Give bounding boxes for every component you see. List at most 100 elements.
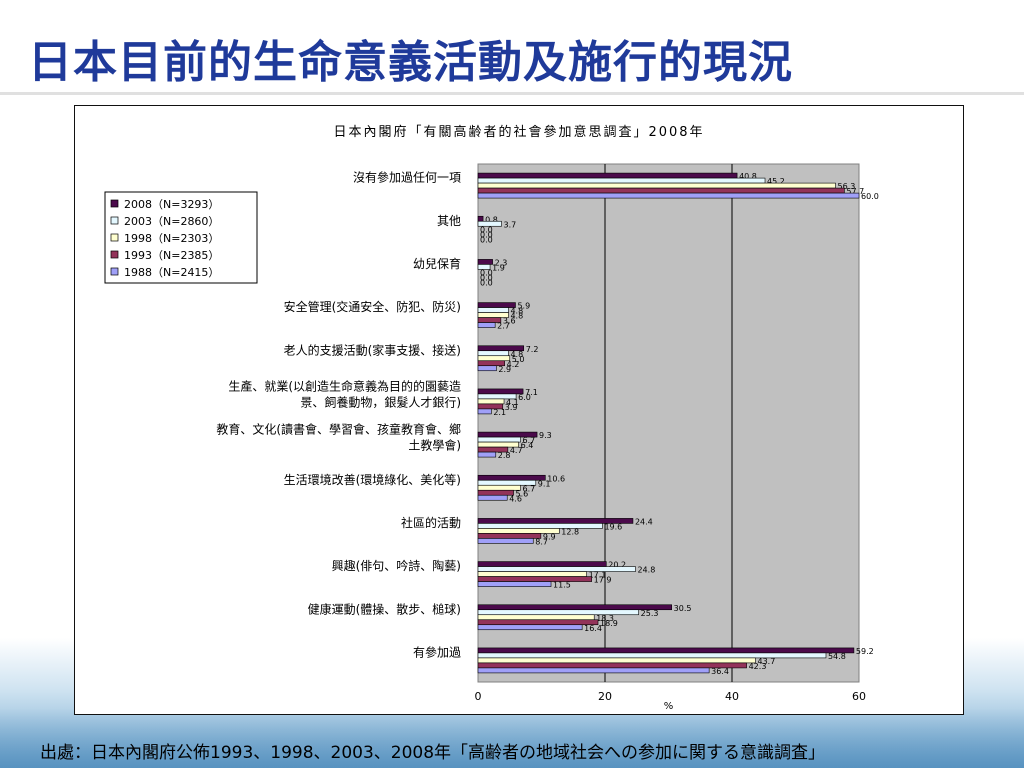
bar (477, 619, 599, 626)
data-label: 12.8 (561, 527, 579, 536)
data-label: 16.4 (584, 624, 602, 633)
data-label: 6.7 (523, 484, 536, 493)
data-label: 2.1 (493, 408, 506, 417)
chart-title: 日本內閣府「有關高齢者的社會參加意思調査」2008年 (333, 125, 705, 140)
bar (477, 494, 508, 501)
bar (477, 484, 521, 491)
data-label: 20.2 (608, 561, 626, 570)
bar (477, 662, 747, 669)
bar (477, 523, 603, 529)
legend-label: 1998（N=2303） (124, 232, 219, 245)
data-label: 36.4 (711, 667, 729, 676)
bar (477, 436, 521, 443)
category-label: 土教學會) (408, 438, 461, 453)
x-axis-label: % (664, 701, 674, 712)
plot-area (477, 163, 860, 683)
data-label: 57.7 (846, 187, 864, 196)
data-label: 9.9 (543, 532, 556, 541)
data-label: 4.8 (510, 307, 523, 316)
data-label: 25.3 (641, 609, 659, 618)
data-label: 17.9 (594, 576, 612, 585)
bar (477, 614, 595, 621)
bar (477, 264, 491, 270)
data-label: 0.0 (480, 268, 493, 277)
data-label: 6.7 (523, 436, 536, 445)
bar (477, 576, 592, 582)
x-tick-label: 0 (475, 690, 482, 703)
bar (477, 398, 505, 405)
data-label: 24.4 (635, 517, 653, 526)
data-label: 4.7 (510, 446, 523, 455)
data-label: 30.5 (674, 604, 692, 613)
bar (477, 172, 738, 179)
data-label: 59.2 (856, 647, 874, 656)
bar (477, 609, 639, 616)
data-label: 5.6 (516, 489, 529, 498)
x-tick-label: 20 (598, 690, 612, 703)
data-label: 2.8 (498, 451, 511, 460)
data-label: 19.6 (604, 522, 622, 531)
data-label: 4.8 (510, 312, 523, 321)
bar (477, 571, 587, 577)
bar (477, 350, 509, 357)
data-label: 18.9 (600, 619, 618, 628)
data-label: 2.3 (495, 258, 508, 267)
bar (477, 322, 496, 328)
data-label: 10.6 (547, 474, 565, 483)
bar (477, 192, 860, 199)
category-label: 景、飼養動物，銀髮人才銀行) (300, 394, 461, 409)
data-label: 2.9 (498, 365, 511, 374)
category-label: 老人的支援活動(家事支援、接送) (284, 342, 461, 357)
data-label: 6.4 (521, 441, 534, 450)
data-label: 45.2 (767, 177, 785, 186)
data-label: 17.1 (589, 571, 607, 580)
bar (477, 408, 492, 415)
legend-swatch (110, 267, 119, 276)
data-label: 0.0 (480, 230, 493, 239)
data-label: 3.7 (503, 220, 516, 229)
bar (477, 474, 546, 481)
category-label: 有參加過 (413, 644, 461, 659)
category-label: 生產、就業(以創造生命意義為目的的園藝造 (228, 378, 461, 393)
bar (477, 177, 766, 184)
legend-label: 1988（N=2415） (124, 266, 219, 279)
data-label: 7.2 (526, 345, 539, 354)
bar (477, 561, 607, 567)
data-label: 5.9 (517, 302, 530, 311)
data-label: 0.0 (480, 235, 493, 244)
legend-swatch (110, 233, 119, 242)
data-label: 24.8 (637, 566, 655, 575)
data-label: 4.8 (510, 350, 523, 359)
category-label: 教育、文化(讀書會、學習會、孩童教育會、鄉 (216, 422, 461, 437)
bar (477, 355, 511, 362)
data-label: 56.3 (838, 182, 856, 191)
data-label: 0.0 (480, 273, 493, 282)
data-label: 43.7 (757, 657, 775, 666)
category-label: 健康運動(體操、散步、槌球) (308, 601, 461, 616)
data-label: 8.7 (535, 537, 548, 546)
category-label: 興趣(俳句、吟詩、陶藝) (332, 558, 461, 573)
legend-label: 2003（N=2860） (124, 215, 219, 228)
category-label: 社區的活動 (401, 515, 461, 530)
data-label: 9.1 (538, 479, 551, 488)
background-wave-shade (0, 708, 1024, 768)
chart-frame: 日本內閣府「有關高齢者的社會參加意思調査」2008年 0 20 40 60% 沒有參加過… (74, 105, 964, 715)
bar (477, 624, 583, 631)
bar (477, 581, 552, 587)
legend-swatch (110, 250, 119, 259)
bar (477, 220, 502, 227)
data-label: 4.2 (507, 360, 520, 369)
bar (477, 533, 542, 539)
bar (477, 388, 524, 395)
source-citation: 出處：日本內閣府公佈1993、1998、2003、2008年「高齢者の地域社会へ… (40, 743, 826, 763)
bar (477, 307, 509, 313)
bar (477, 259, 493, 265)
x-tick-label: 60 (852, 690, 866, 703)
slide-title: 日本目前的生命意義活動及施行的現況 (28, 37, 793, 88)
data-label: 42.3 (749, 662, 767, 671)
category-label: 安全管理(交通安全、防犯、防災) (284, 299, 461, 314)
data-label: 1.9 (492, 263, 505, 272)
bar (477, 451, 497, 458)
data-label: 7.1 (525, 388, 538, 397)
data-label: 11.5 (553, 581, 571, 590)
